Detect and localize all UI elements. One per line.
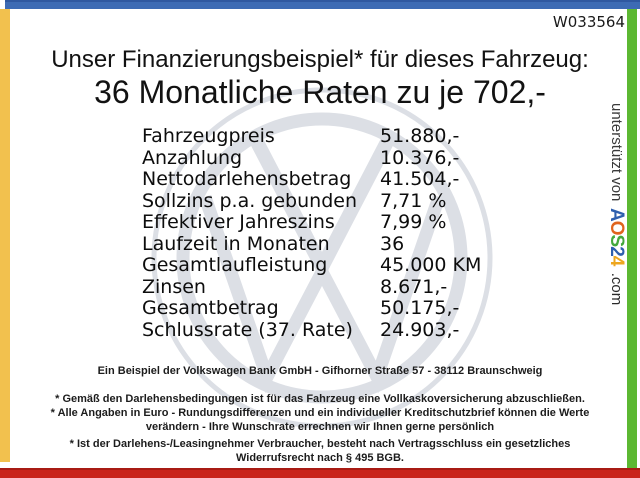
frame-bar-right	[627, 9, 637, 468]
finance-label: Nettodarlehensbetrag	[142, 168, 352, 190]
finance-label: Gesamtlaufleistung	[142, 254, 328, 276]
frame-bar-top	[5, 0, 640, 9]
vw-logo-watermark-icon	[149, 85, 495, 436]
finance-label: Sollzins p.a. gebunden	[142, 189, 357, 212]
supported-by-label: unterstützt von	[608, 103, 625, 202]
finance-value: 41.504,-	[380, 168, 460, 190]
supported-by-credit: unterstützt von AOS24 .com	[606, 103, 627, 363]
disclaimer-line: verändern - Ihre Wunschrate errechnen wi…	[145, 421, 495, 433]
reference-number: W033564	[552, 13, 625, 31]
aos24-letter: O	[606, 221, 627, 235]
finance-label: Anzahlung	[142, 146, 243, 169]
finance-value: 10.376,-	[380, 146, 460, 169]
disclaimer-line: * Alle Angaben in Euro - Rundungsdiffere…	[50, 407, 590, 419]
finance-value: 36	[380, 232, 405, 255]
aos24-letter: 2	[606, 246, 627, 257]
finance-label: Effektiver Jahreszins	[142, 211, 335, 233]
finance-value: 8.671,-	[380, 275, 448, 298]
table-row: Gesamtlaufleistung 45.000 KM	[142, 254, 602, 277]
disclaimer-line: Widerrufsrecht nach § 495 BGB.	[235, 452, 404, 464]
table-row: Laufzeit in Monaten 36	[142, 232, 602, 256]
finance-value: 45.000 KM	[380, 254, 482, 276]
finance-label: Fahrzeugpreis	[142, 125, 275, 147]
frame-bar-left	[0, 9, 10, 462]
finance-value: 7,99 %	[380, 211, 447, 233]
frame-bar-bottom	[0, 468, 640, 478]
finance-value: 50.175,-	[380, 297, 460, 319]
finance-value: 7,71 %	[380, 189, 447, 212]
table-row: Anzahlung 10.376,-	[142, 146, 602, 170]
finance-label: Zinsen	[142, 275, 206, 298]
aos24-letter: 4	[606, 256, 627, 266]
page-title: Unser Finanzierungsbeispiel* für dieses …	[51, 46, 589, 73]
financing-table: Fahrzeugpreis 51.880,- Anzahlung 10.376,…	[142, 125, 602, 342]
table-row: Effektiver Jahreszins 7,99 %	[142, 211, 602, 234]
finance-value: 51.880,-	[380, 125, 460, 147]
disclaimer-block: * Gemäß den Darlehensbedingungen ist für…	[20, 392, 620, 465]
aos24-logo: AOS24	[606, 208, 627, 266]
table-row: Gesamtbetrag 50.175,-	[142, 297, 602, 320]
monthly-rate-headline: 36 Monatliche Raten zu je 702,-	[94, 74, 546, 110]
table-row: Nettodarlehensbetrag 41.504,-	[142, 168, 602, 191]
bank-address-line: Ein Beispiel der Volkswagen Bank GmbH - …	[97, 365, 543, 377]
table-row: Zinsen 8.671,-	[142, 275, 602, 299]
aos24-letter: S	[606, 234, 627, 247]
finance-label: Gesamtbetrag	[142, 297, 279, 319]
table-row: Fahrzeugpreis 51.880,-	[142, 125, 602, 148]
disclaimer-line: * Ist der Darlehens-/Leasingnehmer Verbr…	[69, 438, 571, 450]
table-row: Schlussrate (37. Rate) 24.903,-	[142, 318, 602, 342]
table-row: Sollzins p.a. gebunden 7,71 %	[142, 189, 602, 213]
finance-label: Schlussrate (37. Rate)	[142, 318, 353, 341]
brand-domain-suffix: .com	[608, 272, 625, 306]
finance-label: Laufzeit in Monaten	[142, 232, 330, 255]
disclaimer-line: * Gemäß den Darlehensbedingungen ist für…	[55, 393, 585, 405]
finance-value: 24.903,-	[380, 318, 460, 341]
aos24-letter: A	[606, 208, 627, 222]
